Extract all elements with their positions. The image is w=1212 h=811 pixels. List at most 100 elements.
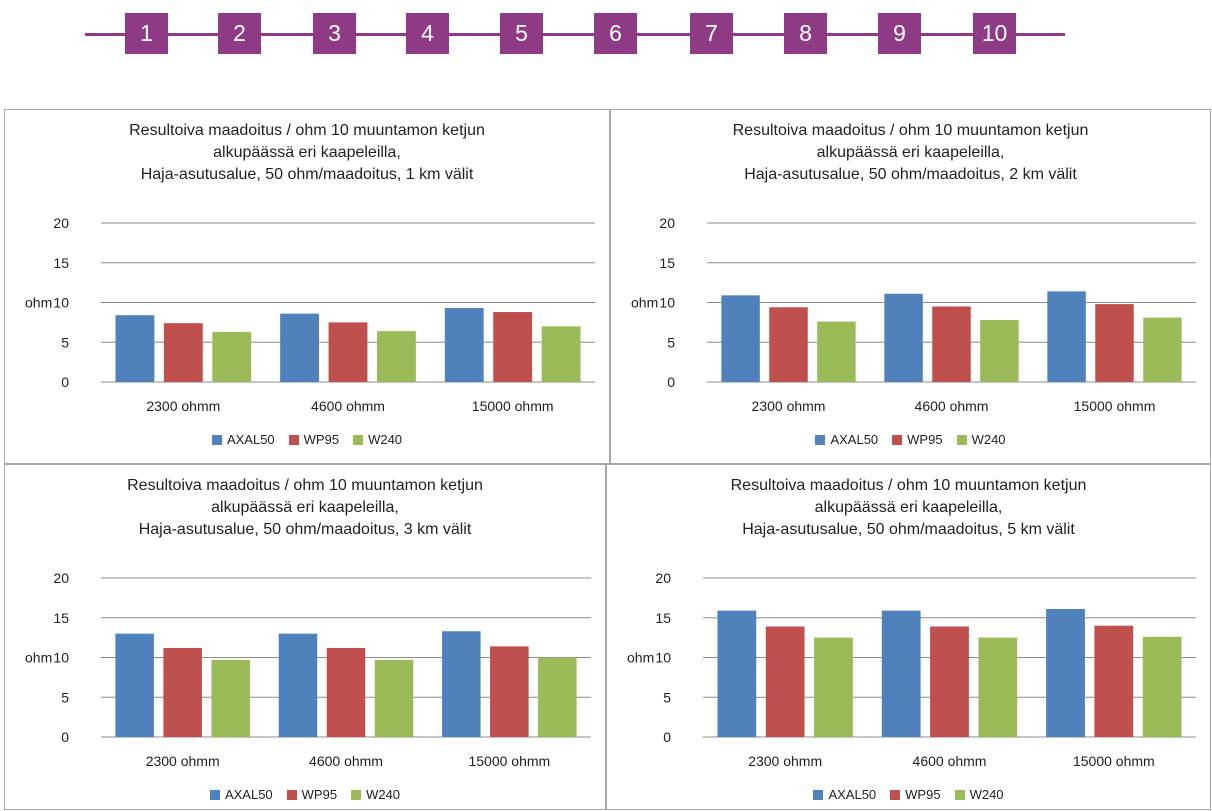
legend-label: WP95 [907, 432, 943, 447]
x-category-label: 15000 ohmm [1073, 753, 1155, 769]
y-tick-label: 15 [655, 610, 671, 626]
legend-item-w240: W240 [353, 432, 402, 447]
legend-item-wp95: WP95 [288, 432, 340, 447]
bar-axal50-2 [280, 313, 320, 382]
legend-swatch [890, 789, 901, 800]
bar-axal50-1 [115, 633, 154, 737]
chart-title-line-1: Resultoiva maadoitus / ohm 10 muuntamon … [127, 477, 483, 494]
bar-wp95-1 [163, 647, 202, 737]
legend-item-axal50: AXAL50 [211, 432, 275, 447]
bar-w240-1 [212, 331, 252, 382]
legend-label: AXAL50 [224, 787, 273, 802]
y-axis-label: ohm [631, 295, 658, 311]
bar-chart-plot: 0 5 10 15 20 ohm 2300 ohmm 4600 ohmm 15000 ohmm [627, 570, 1196, 769]
chart-title-line-1: Resultoiva maadoitus / ohm 10 muuntamon … [730, 477, 1087, 494]
step-2[interactable]: 2 [218, 13, 261, 54]
bar-w240-3 [541, 326, 581, 382]
bar-wp95-2 [328, 322, 368, 382]
step-4[interactable]: 4 [406, 13, 449, 54]
step-9[interactable]: 9 [878, 13, 921, 54]
chart-title-line-2: alkupäässä eri kaapeleilla, [211, 499, 399, 516]
legend-item-axal50: AXAL50 [209, 787, 273, 802]
bar-wp95-3 [1095, 304, 1134, 382]
step-1[interactable]: 1 [125, 13, 168, 54]
legend-label: WP95 [905, 787, 941, 802]
y-tick-label: 10 [655, 650, 671, 666]
bar-axal50-1 [115, 315, 155, 382]
bar-chart-plot: 0 5 10 15 20 ohm 2300 ohmm 4600 ohmm 15000 ohmm [25, 570, 591, 769]
step-3[interactable]: 3 [313, 13, 356, 54]
bar-w240-1 [814, 637, 853, 737]
step-7[interactable]: 7 [690, 13, 733, 54]
bar-axal50-3 [442, 631, 481, 737]
step-8[interactable]: 8 [784, 13, 827, 54]
chart-title-line-3: Haja-asutusalue, 50 ohm/maadoitus, 2 km … [744, 166, 1077, 183]
x-category-label: 4600 ohmm [915, 398, 989, 414]
bar-wp95-1 [765, 626, 805, 737]
legend-item-wp95: WP95 [890, 787, 941, 802]
bar-axal50-3 [1047, 291, 1086, 382]
x-category-label: 15000 ohmm [1074, 398, 1156, 414]
bar-wp95-3 [493, 312, 533, 382]
legend-swatch [211, 434, 222, 445]
legend-swatch [351, 789, 362, 800]
step-10[interactable]: 10 [973, 13, 1016, 54]
bar-axal50-2 [884, 293, 923, 382]
bar-axal50-1 [721, 295, 760, 382]
step-navigation: 1 2 3 4 5 6 7 8 9 10 [0, 0, 1212, 80]
legend-label: AXAL50 [828, 787, 877, 802]
step-6[interactable]: 6 [594, 13, 637, 54]
x-category-label: 2300 ohmm [752, 398, 826, 414]
y-tick-label: 0 [61, 374, 69, 390]
y-tick-label: 5 [61, 334, 69, 350]
bar-w240-2 [980, 319, 1019, 382]
legend-swatch [815, 434, 826, 445]
bar-axal50-2 [278, 633, 318, 737]
bar-w240-3 [1143, 317, 1182, 382]
step-5[interactable]: 5 [500, 13, 543, 54]
bar-wp95-2 [932, 306, 971, 382]
legend-swatch [813, 789, 824, 800]
bar-chart-plot: 0 5 10 15 20 ohm 2300 ohmm 4600 ohmm 15000 ohmm [25, 215, 595, 414]
y-axis-label: ohm [25, 650, 52, 666]
y-tick-label: 10 [659, 295, 675, 311]
legend-swatch [353, 434, 364, 445]
bar-wp95-1 [769, 307, 808, 382]
chart-title-line-1: Resultoiva maadoitus / ohm 10 muuntamon … [129, 122, 485, 139]
y-tick-label: 20 [53, 215, 69, 231]
y-tick-label: 15 [53, 610, 69, 626]
y-tick-label: 10 [53, 650, 69, 666]
y-tick-label: 20 [659, 215, 675, 231]
bar-w240-3 [1142, 636, 1182, 737]
legend-item-w240: W240 [351, 787, 400, 802]
x-category-label: 4600 ohmm [913, 753, 987, 769]
y-tick-label: 20 [53, 570, 69, 586]
chart-title: Resultoiva maadoitus / ohm 10 muuntamon … [5, 120, 609, 186]
chart-title-line-1: Resultoiva maadoitus / ohm 10 muuntamon … [732, 122, 1089, 139]
bar-w240-3 [538, 657, 577, 737]
legend-label: AXAL50 [226, 432, 275, 447]
y-axis-label: ohm [25, 295, 52, 311]
legend-item-wp95: WP95 [892, 432, 943, 447]
bar-axal50-3 [444, 308, 484, 382]
x-category-label: 15000 ohmm [472, 398, 554, 414]
legend-item-axal50: AXAL50 [813, 787, 876, 802]
y-tick-label: 5 [667, 334, 675, 350]
chart-legend: AXAL50 WP95 W240 [607, 787, 1210, 803]
y-tick-label: 15 [53, 255, 69, 271]
y-tick-label: 5 [61, 689, 69, 705]
legend-label: WP95 [303, 432, 340, 447]
chart-title: Resultoiva maadoitus / ohm 10 muuntamon … [5, 475, 605, 541]
x-category-label: 4600 ohmm [309, 753, 383, 769]
chart-title-line-2: alkupäässä eri kaapeleilla, [814, 499, 1003, 516]
legend-swatch [892, 434, 903, 445]
legend-label: W240 [366, 787, 401, 802]
bar-wp95-2 [930, 626, 969, 737]
legend-label: AXAL50 [830, 432, 879, 447]
legend-item-wp95: WP95 [286, 787, 337, 802]
chart-title: Resultoiva maadoitus / ohm 10 muuntamon … [607, 475, 1210, 541]
bar-wp95-2 [326, 647, 366, 737]
chart-legend: AXAL50 WP95 W240 [611, 432, 1210, 448]
legend-swatch [956, 434, 967, 445]
chart-title-line-3: Haja-asutusalue, 50 ohm/maadoitus, 5 km … [742, 521, 1075, 538]
